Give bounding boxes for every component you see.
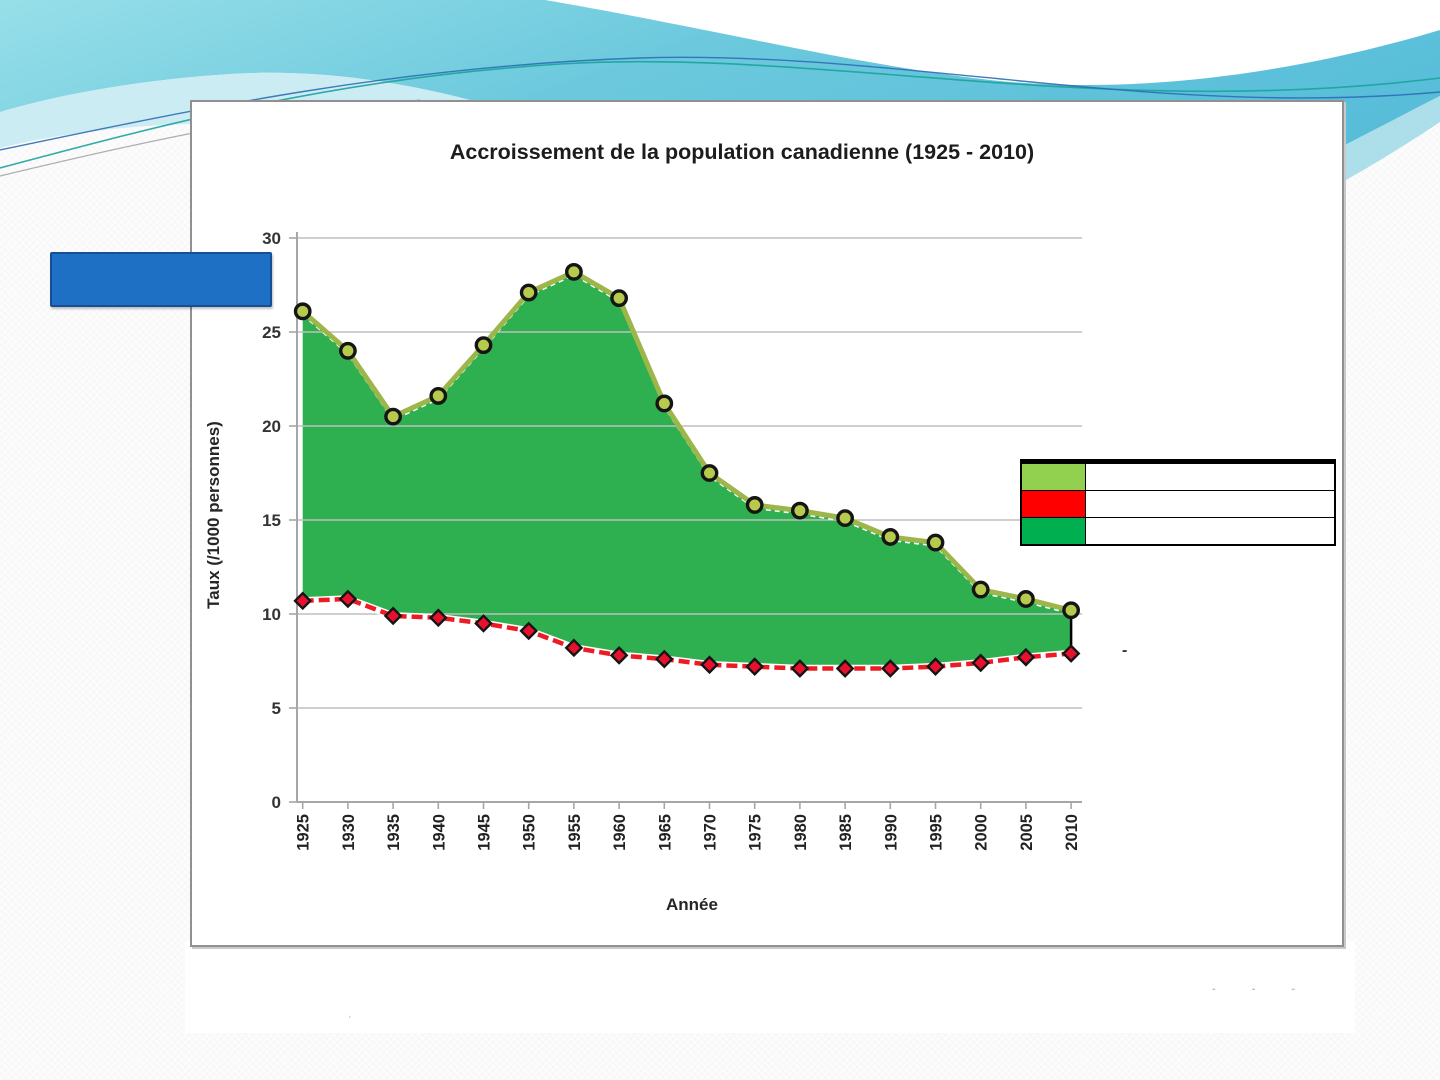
- red-marker: [971, 653, 991, 673]
- red-marker: [790, 659, 810, 678]
- x-tick-label: 1965: [656, 814, 674, 851]
- red-marker: [1016, 647, 1036, 667]
- red-marker: [926, 657, 945, 676]
- green-marker: [926, 533, 945, 552]
- red-marker: [835, 659, 855, 678]
- x-axis-title: Année: [666, 895, 718, 914]
- legend-swatch-red: [1020, 490, 1086, 518]
- legend-label: [1085, 517, 1336, 546]
- x-tick-label: 1930: [340, 814, 358, 851]
- red-marker: [519, 621, 539, 641]
- legend-swatch-green: [1020, 517, 1086, 546]
- y-tick-label: 30: [262, 229, 281, 248]
- area-edge-dash: [302, 274, 1072, 615]
- red-marker: [338, 589, 358, 609]
- green-marker: [474, 336, 493, 355]
- red-marker: [428, 608, 448, 628]
- red-marker: [700, 655, 719, 675]
- x-tick-label: 1995: [928, 814, 946, 851]
- green-marker: [655, 394, 674, 413]
- green-marker: [610, 289, 628, 308]
- x-tick-label: 1975: [747, 814, 765, 851]
- x-tick-label: 2005: [1018, 814, 1036, 851]
- chart-title: Accroissement de la population canadienn…: [449, 140, 1035, 164]
- red-marker: [564, 638, 584, 658]
- x-tick-label: 1950: [521, 814, 539, 851]
- footer-faint-apostrophe: ,: [348, 1006, 352, 1020]
- x-tick-label: 1925: [295, 814, 313, 851]
- green-marker: [971, 580, 990, 599]
- green-marker: [1062, 601, 1080, 620]
- x-tick-label: 1960: [611, 814, 629, 851]
- green-marker: [338, 341, 357, 360]
- y-tick-label: 0: [272, 793, 281, 812]
- green-marker: [1017, 590, 1035, 608]
- legend-label: [1085, 490, 1336, 518]
- x-tick-label: 1945: [476, 814, 494, 851]
- green-marker: [836, 509, 854, 528]
- wave-white-cut: [545, 0, 1440, 85]
- legend-row: [1020, 461, 1336, 491]
- x-tick-label: 1985: [837, 814, 855, 851]
- red-marker: [383, 606, 403, 626]
- green-marker: [519, 283, 538, 302]
- x-tick-label: 1980: [792, 814, 810, 851]
- chart-panel: Accroissement de la population canadienn…: [190, 100, 1344, 947]
- y-tick-label: 15: [262, 511, 281, 530]
- green-marker: [881, 528, 900, 546]
- x-tick-label: 1955: [566, 814, 584, 851]
- legend-row: [1020, 517, 1336, 546]
- green-marker: [429, 387, 448, 405]
- red-marker: [609, 646, 629, 665]
- green-marker: [293, 302, 312, 321]
- x-tick-label: 1935: [385, 814, 403, 851]
- x-tick-label: 2000: [973, 814, 991, 851]
- y-tick-label: 5: [272, 699, 281, 718]
- legend-row: [1020, 490, 1336, 518]
- legend-swatch-light-green: [1020, 461, 1086, 491]
- y-axis-title: Taux (/1000 personnes): [204, 421, 223, 609]
- red-marker: [293, 591, 313, 611]
- green-marker: [745, 496, 764, 514]
- x-tick-label: 2010: [1063, 814, 1081, 851]
- green-marker: [700, 464, 719, 482]
- footer-faint-marks: - - -: [1212, 983, 1296, 995]
- y-tick-label: 10: [262, 605, 281, 624]
- red-marker: [880, 659, 900, 678]
- red-marker: [1061, 644, 1081, 663]
- green-marker: [791, 501, 809, 520]
- dash-annotation: -: [1122, 642, 1128, 659]
- green-marker: [564, 262, 583, 281]
- blue-placeholder-box: [50, 252, 272, 307]
- green-marker: [384, 407, 403, 426]
- red-marker: [474, 614, 493, 633]
- red-marker: [745, 657, 765, 676]
- legend-table: [1020, 459, 1336, 546]
- y-tick-label: 25: [262, 323, 281, 342]
- y-tick-label: 20: [262, 417, 281, 436]
- x-tick-label: 1970: [702, 814, 720, 851]
- red-marker: [654, 649, 674, 669]
- chart-plot-area: 0 5 10 15 20 25 30 1925 1930 1935 1940 1945 1950 1955…: [262, 229, 1082, 851]
- area-between-curves: [302, 271, 1072, 669]
- x-tick-label: 1990: [882, 814, 900, 851]
- legend-label: [1085, 461, 1336, 491]
- footer-white-strip: [185, 941, 1355, 1033]
- x-tick-label: 1940: [430, 814, 448, 851]
